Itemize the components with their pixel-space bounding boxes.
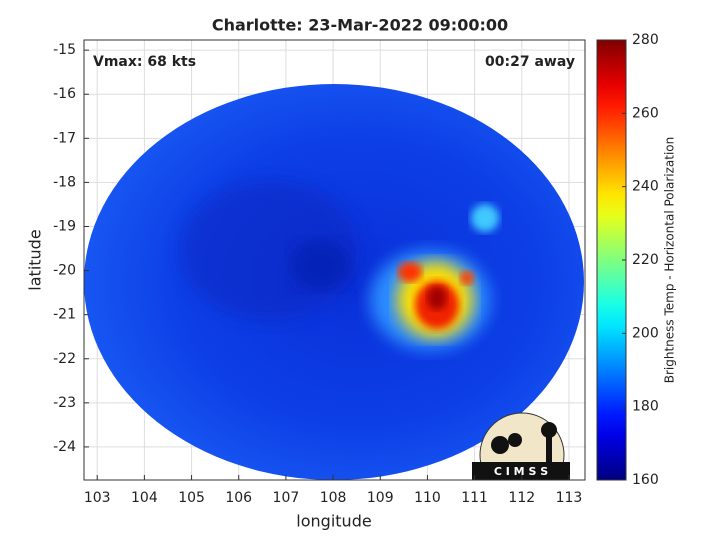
- colorbar-tick-label: 180: [632, 399, 659, 415]
- annotation: 00:27 away: [485, 54, 575, 70]
- x-tick-label: 107: [273, 490, 300, 506]
- y-tick-label: -22: [53, 351, 76, 367]
- y-tick-label: -17: [53, 130, 76, 146]
- colorbar-tick-label: 280: [632, 32, 659, 48]
- colorbar-label: Brightness Temp - Horizontal Polarizatio…: [663, 137, 677, 384]
- y-tick-label: -21: [53, 307, 76, 323]
- x-tick-label: 110: [414, 490, 441, 506]
- x-tick-label: 109: [367, 490, 394, 506]
- x-tick-label: 103: [84, 490, 111, 506]
- annotation: Vmax: 68 kts: [93, 54, 196, 70]
- x-tick-label: 106: [225, 490, 252, 506]
- y-tick-label: -15: [53, 42, 76, 58]
- x-axis-label: longitude: [296, 512, 371, 531]
- x-tick-label: 113: [556, 490, 583, 506]
- y-tick-label: -18: [53, 174, 76, 190]
- colorbar-tick-label: 160: [632, 472, 659, 488]
- colorbar-tick-label: 220: [632, 252, 659, 268]
- y-tick-label: -23: [53, 395, 76, 411]
- y-tick-label: -20: [53, 263, 76, 279]
- x-tick-label: 108: [320, 490, 347, 506]
- x-tick-label: 105: [178, 490, 205, 506]
- x-tick-label: 104: [131, 490, 158, 506]
- colorbar: [597, 40, 626, 480]
- logo: C I M S S: [472, 412, 570, 480]
- y-tick-label: -19: [53, 218, 76, 234]
- x-tick-label: 112: [508, 490, 535, 506]
- chart-title: Charlotte: 23-Mar-2022 09:00:00: [212, 16, 508, 35]
- y-axis-label: latitude: [26, 229, 45, 290]
- y-tick-label: -16: [53, 86, 76, 102]
- colorbar-tick-label: 260: [632, 105, 659, 121]
- colorbar-tick-label: 240: [632, 179, 659, 195]
- heatmap-image: C I M S S: [84, 84, 584, 480]
- x-tick-label: 111: [461, 490, 488, 506]
- colorbar-tick-label: 200: [632, 325, 659, 341]
- y-tick-label: -24: [53, 439, 76, 455]
- plot-frame: [83, 39, 586, 481]
- logo-text: C I M S S: [494, 465, 548, 478]
